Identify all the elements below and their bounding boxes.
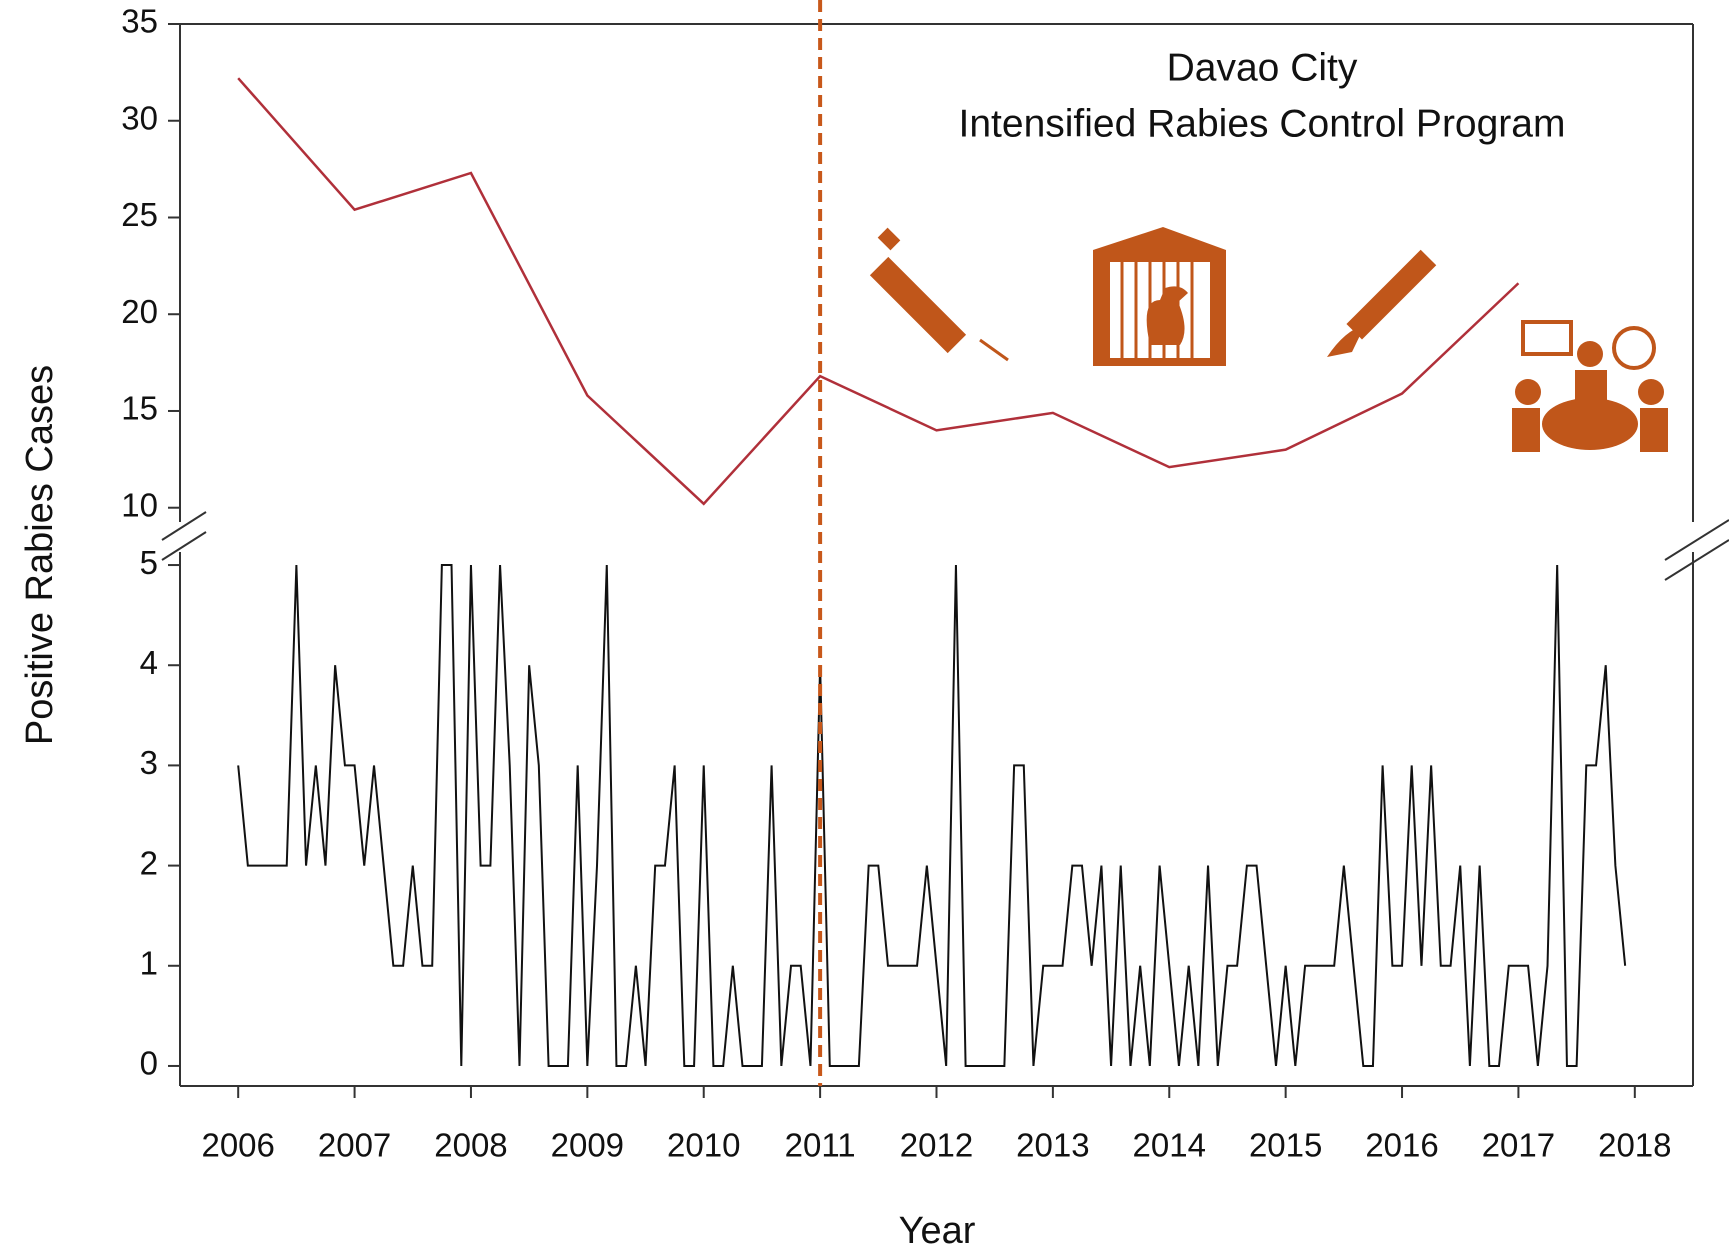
x-tick-label: 2008: [434, 1127, 507, 1164]
y-tick-label: 15: [121, 390, 158, 427]
y-tick-label: 10: [121, 486, 158, 523]
y-tick-label: 1: [140, 944, 158, 981]
y-tick-label: 3: [140, 744, 158, 781]
y-tick-label: 2: [140, 844, 158, 881]
x-tick-label: 2014: [1133, 1127, 1206, 1164]
kennel-icon: [1093, 227, 1226, 366]
x-tick-label: 2013: [1016, 1127, 1089, 1164]
data-line: [237, 77, 1520, 506]
x-tick-label: 2007: [318, 1127, 391, 1164]
program-icons: [869, 227, 1668, 452]
x-tick-label: 2006: [201, 1127, 274, 1164]
x-axis-label: Year: [899, 1210, 976, 1252]
y-axis-label: Positive Rabies Cases: [19, 365, 61, 745]
y-tick-label: 20: [121, 293, 158, 330]
x-tick-label: 2016: [1365, 1127, 1438, 1164]
y-tick-label: 4: [140, 644, 158, 681]
x-tick-label: 2011: [785, 1127, 856, 1164]
x-tick-label: 2015: [1249, 1127, 1322, 1164]
x-tick-label: 2012: [900, 1127, 973, 1164]
annotation: Intensified Rabies Control Program: [959, 102, 1566, 145]
x-tick-label: 2010: [667, 1127, 740, 1164]
syringe-icon: [869, 227, 1009, 362]
y-tick-label: 35: [121, 3, 158, 40]
data-line: [237, 564, 1627, 1067]
meeting-icon: [1512, 320, 1668, 452]
y-tick-label: 5: [140, 544, 158, 581]
x-tick-label: 2009: [551, 1127, 624, 1164]
x-tick-label: 2017: [1482, 1127, 1555, 1164]
plot-frame: [161, 23, 1729, 1087]
annotation: Davao City: [1167, 46, 1358, 89]
scalpel-icon: [1327, 249, 1437, 357]
y-tick-label: 30: [121, 99, 158, 136]
y-tick-label: 0: [140, 1045, 158, 1082]
x-tick-label: 2018: [1598, 1127, 1671, 1164]
y-tick-label: 25: [121, 196, 158, 233]
